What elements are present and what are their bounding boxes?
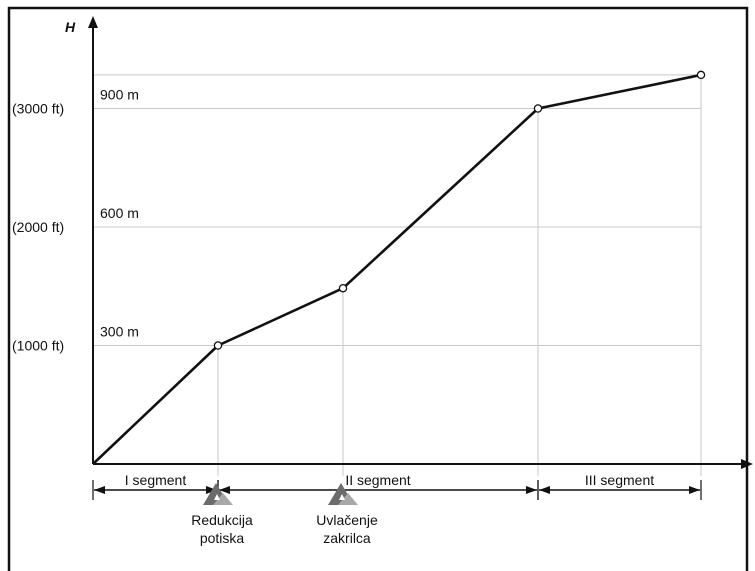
data-point-1 xyxy=(213,341,223,350)
y-axis-arrow-icon xyxy=(88,16,98,28)
event-caption-1-line-2: potiska xyxy=(200,530,245,546)
segment-1: I segment xyxy=(92,472,219,500)
y-axis-label: H xyxy=(65,19,76,35)
segment-3: III segment xyxy=(537,472,702,500)
segment-label-2: II segment xyxy=(345,472,410,488)
triangle-inner-icon xyxy=(214,494,220,500)
segment-label-1: I segment xyxy=(125,472,187,488)
segment-2: II segment xyxy=(217,472,539,500)
event-2: Uvlačenje zakrilca xyxy=(316,483,378,546)
tick-label-feet-1: (1000 ft) xyxy=(12,338,64,354)
tick-label-meters-2: 600 m xyxy=(100,205,139,221)
data-point-4 xyxy=(696,70,706,80)
event-caption-1-line-1: Redukcija xyxy=(191,512,253,528)
arrowhead-left-icon xyxy=(94,486,105,494)
series-line xyxy=(92,73,702,465)
event-caption-2-line-2: zakrilca xyxy=(323,530,371,546)
tick-label-feet-2: (2000 ft) xyxy=(12,219,64,235)
data-point-3 xyxy=(533,104,543,113)
arrowhead-left-icon xyxy=(219,486,230,494)
arrowhead-right-icon xyxy=(206,486,217,494)
arrowhead-left-icon xyxy=(539,486,550,494)
segment-label-3: III segment xyxy=(585,472,654,488)
triangle-shadow-icon xyxy=(213,493,233,505)
event-caption-2-line-1: Uvlačenje xyxy=(316,512,378,528)
tick-label-feet-3: (3000 ft) xyxy=(12,101,64,117)
tick-label-meters-3: 900 m xyxy=(100,87,139,103)
event-1: Redukcija potiska xyxy=(191,483,253,546)
figure-frame xyxy=(7,6,749,571)
triangle-shadow-icon xyxy=(338,493,358,505)
data-point-2 xyxy=(338,283,348,293)
x-axis-arrow-icon xyxy=(741,459,753,469)
arrowhead-right-icon xyxy=(526,486,537,494)
triangle-inner-icon xyxy=(339,494,345,500)
arrowhead-right-icon xyxy=(689,486,700,494)
tick-label-meters-1: 300 m xyxy=(100,324,139,340)
